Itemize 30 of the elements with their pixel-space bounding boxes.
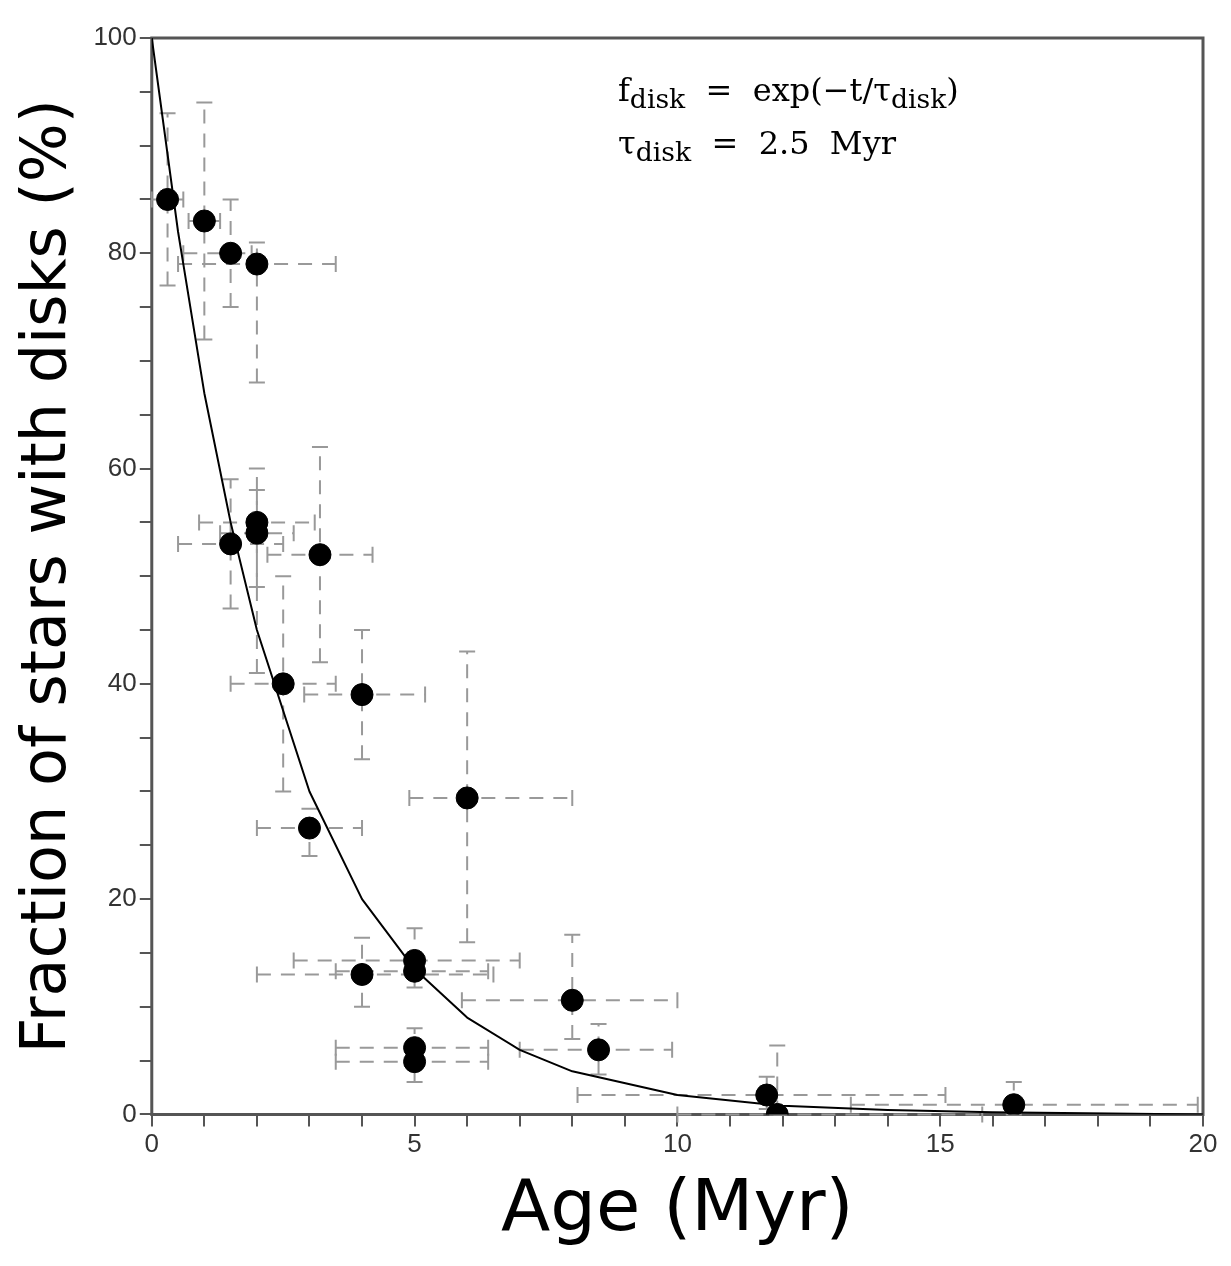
y-tick-label: 100: [93, 21, 137, 52]
point: [219, 241, 243, 265]
annotation: f$_{disk}$ = exp(−t/τ$_{disk}$): [618, 70, 959, 117]
x-tick-label: 0: [144, 1128, 160, 1159]
point: [1002, 1093, 1026, 1115]
x-tick-label: 5: [407, 1128, 422, 1159]
point: [245, 252, 269, 276]
point: [560, 988, 584, 1012]
y-tick-label: 60: [107, 451, 137, 482]
point: [297, 816, 321, 840]
point: [156, 187, 180, 211]
point: [350, 962, 374, 986]
annotation: τ$_{disk}$ = 2.5 Myr: [618, 123, 897, 170]
y-axis-title: Fraction of stars with disks (%): [7, 99, 81, 1054]
point: [455, 786, 479, 810]
x-tick-label: 20: [1188, 1128, 1218, 1159]
y-tick-label: 40: [107, 667, 137, 698]
point: [755, 1083, 779, 1107]
x-axis-title: Age (Myr): [501, 1162, 854, 1247]
point: [308, 543, 332, 567]
point: [219, 532, 243, 556]
point: [192, 209, 216, 233]
x-tick-label: 15: [925, 1128, 955, 1159]
point: [587, 1038, 611, 1062]
point: [271, 672, 295, 696]
y-tick-label: 20: [107, 882, 137, 913]
y-tick-label: 80: [107, 236, 137, 267]
x-tick-label: 10: [662, 1128, 692, 1159]
point: [350, 683, 374, 707]
y-tick-label: 0: [122, 1097, 137, 1128]
